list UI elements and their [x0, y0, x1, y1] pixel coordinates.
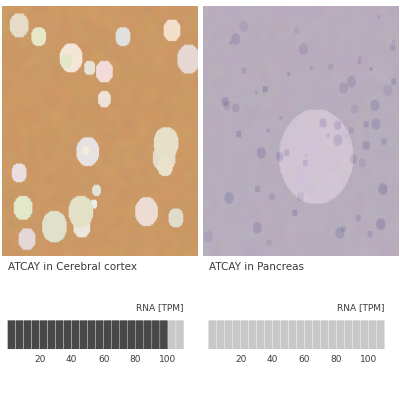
FancyBboxPatch shape [305, 320, 312, 349]
FancyBboxPatch shape [353, 320, 360, 349]
FancyBboxPatch shape [297, 320, 304, 349]
FancyBboxPatch shape [64, 320, 72, 349]
Text: 80: 80 [331, 354, 342, 364]
FancyBboxPatch shape [48, 320, 55, 349]
FancyBboxPatch shape [248, 320, 256, 349]
FancyBboxPatch shape [281, 320, 288, 349]
FancyBboxPatch shape [168, 320, 176, 349]
Text: 60: 60 [98, 354, 110, 364]
FancyBboxPatch shape [96, 320, 104, 349]
FancyBboxPatch shape [80, 320, 88, 349]
FancyBboxPatch shape [377, 320, 384, 349]
FancyBboxPatch shape [40, 320, 47, 349]
FancyBboxPatch shape [24, 320, 31, 349]
FancyBboxPatch shape [337, 320, 344, 349]
FancyBboxPatch shape [88, 320, 96, 349]
FancyBboxPatch shape [369, 320, 376, 349]
Text: 20: 20 [34, 354, 46, 364]
FancyBboxPatch shape [208, 320, 216, 349]
FancyBboxPatch shape [313, 320, 320, 349]
FancyBboxPatch shape [289, 320, 296, 349]
FancyBboxPatch shape [112, 320, 120, 349]
FancyBboxPatch shape [144, 320, 152, 349]
Text: 40: 40 [66, 354, 78, 364]
FancyBboxPatch shape [224, 320, 232, 349]
FancyBboxPatch shape [232, 320, 240, 349]
FancyBboxPatch shape [128, 320, 136, 349]
FancyBboxPatch shape [32, 320, 39, 349]
FancyBboxPatch shape [72, 320, 80, 349]
Text: 40: 40 [267, 354, 278, 364]
Text: ATCAY in Pancreas: ATCAY in Pancreas [209, 262, 304, 272]
FancyBboxPatch shape [345, 320, 352, 349]
FancyBboxPatch shape [329, 320, 336, 349]
Text: 80: 80 [130, 354, 141, 364]
Text: 100: 100 [360, 354, 377, 364]
FancyBboxPatch shape [8, 320, 15, 349]
Text: 100: 100 [159, 354, 176, 364]
FancyBboxPatch shape [160, 320, 168, 349]
FancyBboxPatch shape [321, 320, 328, 349]
FancyBboxPatch shape [152, 320, 160, 349]
FancyBboxPatch shape [16, 320, 23, 349]
Text: ATCAY in Cerebral cortex: ATCAY in Cerebral cortex [8, 262, 137, 272]
FancyBboxPatch shape [256, 320, 264, 349]
FancyBboxPatch shape [265, 320, 272, 349]
Text: 60: 60 [299, 354, 310, 364]
Text: 20: 20 [235, 354, 246, 364]
FancyBboxPatch shape [136, 320, 144, 349]
FancyBboxPatch shape [56, 320, 64, 349]
FancyBboxPatch shape [273, 320, 280, 349]
FancyBboxPatch shape [216, 320, 224, 349]
FancyBboxPatch shape [240, 320, 248, 349]
FancyBboxPatch shape [104, 320, 112, 349]
FancyBboxPatch shape [176, 320, 184, 349]
FancyBboxPatch shape [361, 320, 368, 349]
FancyBboxPatch shape [120, 320, 128, 349]
Text: RNA [TPM]: RNA [TPM] [337, 303, 384, 312]
Text: RNA [TPM]: RNA [TPM] [136, 303, 184, 312]
